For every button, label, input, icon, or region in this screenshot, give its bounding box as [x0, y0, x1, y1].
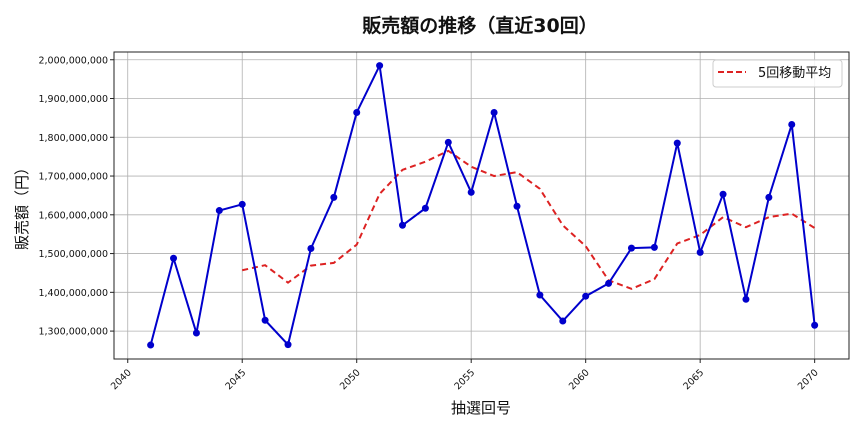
x-tick-label: 2050	[338, 367, 363, 392]
moving-average-polyline	[242, 149, 816, 290]
data-point-marker	[490, 108, 498, 116]
chart-title: 販売額の推移（直近30回）	[362, 14, 597, 37]
y-axis-ticks: 1,300,000,000 1,400,000,000 1,500,000,000 1…	[38, 55, 114, 338]
data-point-marker	[673, 139, 681, 147]
grid-lines	[114, 52, 849, 359]
data-point-marker	[536, 291, 544, 299]
data-point-marker	[605, 279, 613, 287]
data-point-marker	[467, 188, 475, 196]
y-tick-label: 1,800,000,000	[38, 133, 108, 144]
data-point-marker	[627, 244, 635, 252]
x-axis-ticks: 2040 2045 2050 2055 2060 2065 2070	[109, 359, 821, 392]
data-point-marker	[330, 193, 338, 201]
data-point-marker	[582, 292, 590, 300]
x-tick-label: 2045	[223, 367, 248, 392]
data-point-marker	[650, 243, 658, 251]
data-point-marker	[742, 295, 750, 303]
data-point-marker	[147, 341, 155, 349]
sales-line	[147, 62, 819, 349]
data-point-marker	[261, 316, 269, 324]
y-tick-label: 1,900,000,000	[38, 94, 108, 105]
data-point-marker	[399, 221, 407, 229]
data-point-marker	[284, 341, 292, 349]
y-tick-label: 2,000,000,000	[38, 55, 108, 66]
moving-average-line	[242, 149, 816, 290]
data-point-marker	[788, 120, 796, 128]
data-point-marker	[696, 248, 704, 256]
data-point-marker	[719, 190, 727, 198]
legend: 5回移動平均	[712, 59, 843, 88]
data-point-marker	[192, 329, 200, 337]
legend-label-moving-average: 5回移動平均	[758, 66, 831, 81]
sales-polyline	[149, 62, 816, 347]
data-point-marker	[215, 207, 223, 215]
x-tick-label: 2055	[452, 367, 477, 392]
legend-box	[712, 59, 843, 88]
data-point-marker	[421, 204, 429, 212]
data-point-marker	[376, 62, 384, 70]
data-point-marker	[170, 254, 178, 262]
y-tick-label: 1,600,000,000	[38, 210, 108, 221]
y-tick-label: 1,700,000,000	[38, 172, 108, 183]
plot-area-frame	[113, 51, 850, 360]
data-point-marker	[811, 321, 819, 329]
data-point-marker	[238, 200, 246, 208]
data-point-marker	[559, 317, 567, 325]
y-tick-label: 1,500,000,000	[38, 249, 108, 260]
data-point-marker	[353, 108, 361, 116]
y-tick-label: 1,300,000,000	[38, 327, 108, 338]
x-tick-label: 2070	[796, 367, 821, 392]
data-point-marker	[307, 245, 315, 253]
x-axis-label: 抽選回号	[451, 399, 511, 417]
y-axis-label: 販売額（円）	[13, 160, 31, 250]
x-tick-label: 2040	[109, 367, 134, 392]
x-tick-label: 2065	[681, 367, 706, 392]
x-tick-label: 2060	[567, 367, 592, 392]
data-point-marker	[765, 193, 773, 201]
y-tick-label: 1,400,000,000	[38, 288, 108, 299]
data-point-marker	[444, 138, 452, 146]
data-point-marker	[513, 202, 521, 210]
